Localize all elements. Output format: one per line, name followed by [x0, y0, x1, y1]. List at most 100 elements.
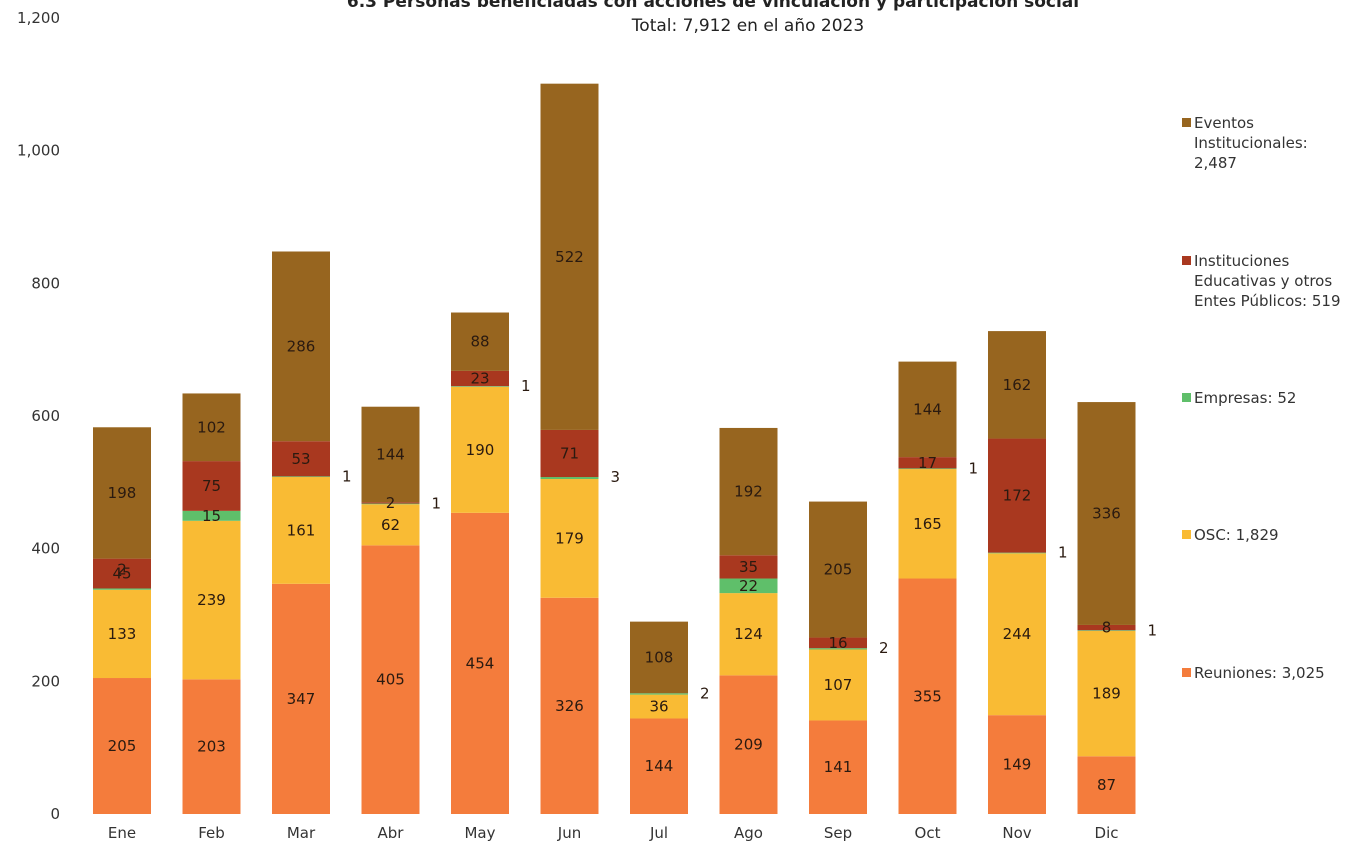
- bar-segment: [361, 545, 420, 814]
- bar-segment: [898, 468, 957, 470]
- data-label: 71: [560, 444, 579, 462]
- data-label: 144: [913, 400, 942, 418]
- data-label: 22: [739, 577, 758, 595]
- legend-label-instituciones-1: Instituciones: [1194, 252, 1290, 270]
- data-label: 2: [700, 684, 710, 702]
- data-label: 8: [1102, 619, 1112, 637]
- bar-segment: [630, 693, 688, 695]
- bar-segment: [1077, 756, 1136, 814]
- bar-segment: [361, 503, 420, 505]
- y-tick-label: 600: [31, 407, 60, 425]
- data-label: 133: [108, 625, 137, 643]
- bar-segment: [1077, 630, 1136, 631]
- data-label: 36: [649, 698, 668, 716]
- bars: 2051332451982032391575102347161153286405…: [93, 83, 1158, 814]
- legend-label-empresas: Empresas: 52: [1194, 389, 1297, 407]
- bar-segment: [988, 553, 1046, 716]
- bar-segment: [809, 648, 867, 650]
- bar-segment: [540, 477, 599, 480]
- data-label: 239: [197, 591, 226, 609]
- bar-segment: [451, 386, 509, 387]
- bar-segment: [1077, 630, 1136, 757]
- data-label: 45: [112, 565, 131, 583]
- bar-segment: [1077, 624, 1136, 631]
- legend-swatch-reuniones: [1182, 668, 1191, 677]
- x-tick-label: Nov: [1002, 824, 1031, 842]
- data-label: 1: [969, 459, 979, 477]
- legend-swatch-instituciones: [1182, 256, 1191, 265]
- chart-title: 6.3 Personas beneficiadas con acciones d…: [346, 0, 1080, 12]
- data-label: 179: [555, 529, 584, 547]
- y-axis: 0 200 400 600 800 1,000 1,200: [17, 9, 60, 823]
- data-label: 405: [376, 671, 405, 689]
- bar-segment: [93, 678, 151, 814]
- bar-segment: [1077, 402, 1136, 625]
- bar-segment: [93, 427, 151, 559]
- bar-segment: [182, 679, 241, 814]
- data-label: 355: [913, 687, 942, 705]
- data-label: 107: [824, 676, 853, 694]
- data-label: 17: [918, 454, 937, 472]
- bar-segment: [540, 479, 599, 598]
- bar-segment: [451, 312, 509, 371]
- data-label: 172: [1003, 487, 1032, 505]
- bar-segment: [809, 637, 867, 649]
- bar-segment: [898, 469, 957, 579]
- data-label: 205: [824, 561, 853, 579]
- x-tick-label: Jun: [557, 824, 581, 842]
- data-label: 2: [117, 560, 127, 578]
- bar-segment: [93, 589, 151, 679]
- data-label: 53: [291, 450, 310, 468]
- data-label: 198: [108, 484, 137, 502]
- legend-item-osc: OSC: 1,829: [1182, 525, 1279, 545]
- bar-segment: [630, 718, 688, 814]
- legend-item-eventos: Eventos Institucionales: 2,487: [1182, 113, 1308, 173]
- data-label: 162: [1003, 376, 1032, 394]
- data-label: 1: [1058, 544, 1068, 562]
- bar-segment: [272, 476, 330, 478]
- bar-segment: [719, 675, 778, 814]
- data-label: 165: [913, 515, 942, 533]
- bar-segment: [272, 477, 330, 584]
- bar-segment: [182, 520, 241, 680]
- x-tick-label: Feb: [198, 824, 225, 842]
- data-label: 1: [521, 377, 531, 395]
- bar-segment: [272, 251, 330, 442]
- chart-subtitle: Total: 7,912 en el año 2023: [631, 16, 865, 36]
- x-tick-label: Sep: [824, 824, 852, 842]
- data-label: 2: [386, 494, 396, 512]
- bar-segment: [630, 621, 688, 694]
- data-label: 454: [466, 654, 495, 672]
- data-label: 190: [466, 441, 495, 459]
- y-tick-label: 200: [31, 672, 60, 690]
- data-label: 144: [645, 757, 674, 775]
- legend-item-reuniones: Reuniones: 3,025: [1182, 663, 1325, 683]
- x-tick-label: Oct: [915, 824, 941, 842]
- bar-segment: [630, 694, 688, 719]
- bar-segment: [182, 510, 241, 521]
- data-label: 522: [555, 248, 584, 266]
- data-label: 141: [824, 758, 853, 776]
- data-label: 1: [1148, 621, 1158, 639]
- data-label: 87: [1097, 776, 1116, 794]
- data-label: 209: [734, 736, 763, 754]
- bar-segment: [182, 393, 241, 462]
- bar-segment: [361, 502, 420, 504]
- legend-swatch-eventos: [1182, 118, 1191, 127]
- bar-segment: [93, 588, 151, 590]
- bar-segment: [809, 720, 867, 814]
- data-label: 286: [287, 337, 316, 355]
- bar-segment: [898, 457, 957, 469]
- data-label: 203: [197, 738, 226, 756]
- data-label: 149: [1003, 756, 1032, 774]
- bar-segment: [719, 578, 778, 594]
- data-label: 88: [470, 333, 489, 351]
- data-label: 326: [555, 697, 584, 715]
- data-label: 102: [197, 418, 226, 436]
- data-label: 1: [432, 495, 442, 513]
- data-label: 161: [287, 521, 316, 539]
- x-tick-label: Abr: [378, 824, 405, 842]
- legend-label-eventos-1: Eventos: [1194, 114, 1254, 132]
- bar-segment: [540, 429, 599, 478]
- data-label: 2: [879, 639, 889, 657]
